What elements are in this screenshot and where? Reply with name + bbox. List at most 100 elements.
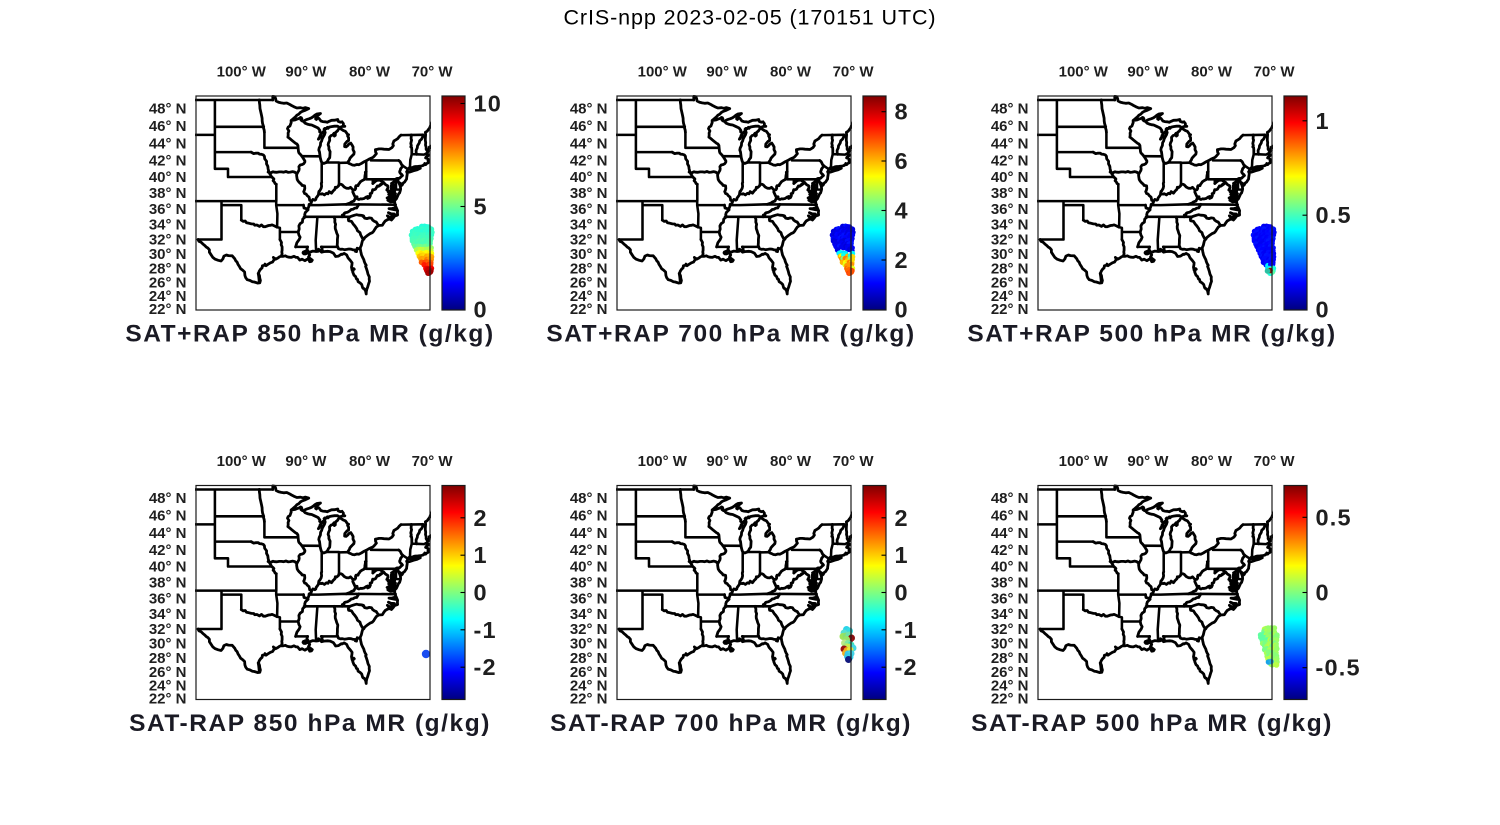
svg-text:26° N: 26° N [991,664,1029,681]
svg-text:42° N: 42° N [149,152,187,169]
svg-text:70° W: 70° W [1254,64,1296,81]
svg-text:SAT+RAP 850 hPa MR (g/kg): SAT+RAP 850 hPa MR (g/kg) [125,321,494,348]
svg-text:100° W: 100° W [217,64,267,81]
svg-text:26° N: 26° N [149,274,187,291]
svg-text:90° W: 90° W [285,453,327,470]
svg-text:44° N: 44° N [991,136,1029,153]
svg-text:36° N: 36° N [570,201,608,218]
svg-text:-1: -1 [895,617,918,643]
svg-text:100° W: 100° W [638,64,688,81]
svg-text:22° N: 22° N [570,301,608,318]
svg-text:30° N: 30° N [570,636,608,653]
svg-text:28° N: 28° N [570,261,608,278]
svg-text:44° N: 44° N [149,136,187,153]
svg-text:10: 10 [474,91,503,117]
svg-text:32° N: 32° N [570,232,608,249]
svg-text:38° N: 38° N [149,575,187,592]
svg-text:32° N: 32° N [570,621,608,638]
svg-text:24° N: 24° N [149,288,187,305]
svg-text:46° N: 46° N [149,508,187,525]
svg-text:42° N: 42° N [570,542,608,559]
svg-text:26° N: 26° N [991,274,1029,291]
svg-text:30° N: 30° N [149,636,187,653]
svg-text:42° N: 42° N [149,542,187,559]
svg-text:38° N: 38° N [570,575,608,592]
svg-text:SAT-RAP 850 hPa MR (g/kg): SAT-RAP 850 hPa MR (g/kg) [129,710,491,737]
svg-text:70° W: 70° W [1254,453,1296,470]
svg-text:46° N: 46° N [991,508,1029,525]
svg-text:40° N: 40° N [991,169,1029,186]
svg-text:38° N: 38° N [149,185,187,202]
svg-text:1: 1 [1316,108,1330,134]
svg-text:24° N: 24° N [149,678,187,695]
svg-text:24° N: 24° N [991,678,1029,695]
svg-text:80° W: 80° W [349,453,391,470]
svg-text:22° N: 22° N [991,691,1029,708]
svg-text:38° N: 38° N [991,575,1029,592]
svg-text:4: 4 [895,198,909,224]
svg-text:40° N: 40° N [149,169,187,186]
svg-text:-1: -1 [474,617,497,643]
svg-text:42° N: 42° N [570,152,608,169]
svg-text:80° W: 80° W [1191,64,1233,81]
svg-text:100° W: 100° W [217,453,267,470]
svg-text:24° N: 24° N [991,288,1029,305]
svg-text:46° N: 46° N [570,508,608,525]
svg-text:SAT-RAP 700 hPa MR (g/kg): SAT-RAP 700 hPa MR (g/kg) [550,710,912,737]
svg-text:48° N: 48° N [991,101,1029,118]
svg-text:36° N: 36° N [991,201,1029,218]
svg-text:0: 0 [895,580,909,606]
svg-text:28° N: 28° N [991,650,1029,667]
svg-text:1: 1 [895,542,909,568]
svg-text:40° N: 40° N [149,559,187,576]
svg-text:26° N: 26° N [149,664,187,681]
svg-text:28° N: 28° N [149,650,187,667]
svg-text:1: 1 [474,542,488,568]
svg-text:90° W: 90° W [706,64,748,81]
svg-text:30° N: 30° N [991,246,1029,263]
svg-text:36° N: 36° N [149,201,187,218]
svg-text:0: 0 [1316,297,1330,323]
svg-text:40° N: 40° N [991,559,1029,576]
svg-text:-2: -2 [474,654,497,680]
svg-text:46° N: 46° N [149,118,187,135]
svg-text:46° N: 46° N [570,118,608,135]
svg-text:36° N: 36° N [149,591,187,608]
svg-text:48° N: 48° N [991,490,1029,507]
svg-text:70° W: 70° W [412,64,454,81]
svg-text:44° N: 44° N [570,525,608,542]
svg-text:0.5: 0.5 [1316,202,1352,228]
svg-text:48° N: 48° N [570,490,608,507]
svg-text:24° N: 24° N [570,288,608,305]
svg-text:2: 2 [474,505,488,531]
svg-text:SAT-RAP 500 hPa MR (g/kg): SAT-RAP 500 hPa MR (g/kg) [971,710,1333,737]
svg-text:38° N: 38° N [991,185,1029,202]
svg-text:38° N: 38° N [570,185,608,202]
svg-text:34° N: 34° N [149,606,187,623]
svg-text:28° N: 28° N [570,650,608,667]
svg-text:0.5: 0.5 [1316,504,1352,530]
svg-text:90° W: 90° W [1127,453,1169,470]
svg-text:32° N: 32° N [991,621,1029,638]
svg-text:CrIS-npp 2023-02-05 (170151 UT: CrIS-npp 2023-02-05 (170151 UTC) [564,6,937,30]
svg-text:28° N: 28° N [149,261,187,278]
svg-text:36° N: 36° N [570,591,608,608]
svg-text:-0.5: -0.5 [1316,655,1361,681]
svg-text:6: 6 [895,148,909,174]
svg-text:22° N: 22° N [570,691,608,708]
svg-text:0: 0 [1316,580,1330,606]
svg-text:0: 0 [474,580,488,606]
svg-text:32° N: 32° N [149,621,187,638]
svg-text:SAT+RAP 500 hPa MR (g/kg): SAT+RAP 500 hPa MR (g/kg) [967,321,1336,348]
svg-text:40° N: 40° N [570,559,608,576]
svg-text:34° N: 34° N [570,216,608,233]
svg-text:32° N: 32° N [991,232,1029,249]
svg-text:8: 8 [895,99,909,125]
svg-text:70° W: 70° W [833,453,875,470]
svg-text:34° N: 34° N [570,606,608,623]
svg-text:44° N: 44° N [570,136,608,153]
svg-text:34° N: 34° N [991,216,1029,233]
svg-text:70° W: 70° W [412,453,454,470]
svg-text:90° W: 90° W [1127,64,1169,81]
svg-text:42° N: 42° N [991,542,1029,559]
